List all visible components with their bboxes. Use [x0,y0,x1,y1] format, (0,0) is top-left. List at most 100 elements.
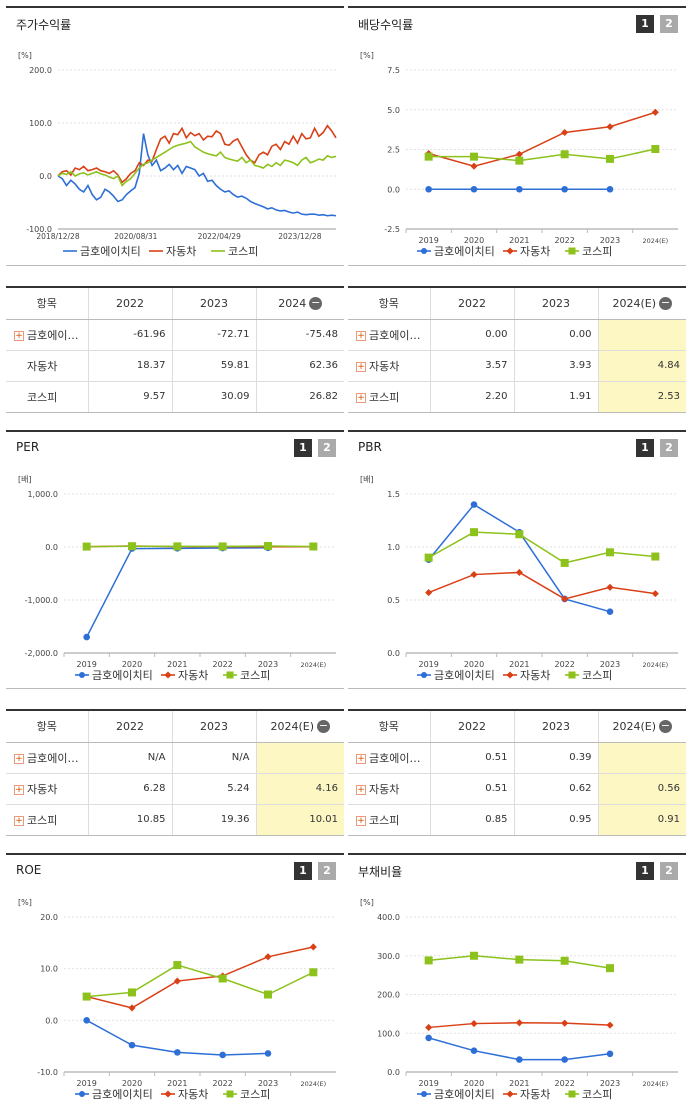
panel-returns: 주가수익률 [%] 200.0 100.0 0.0 -100.0 2018/12/28 20… [6,6,344,266]
collapse-icon[interactable]: − [659,719,673,733]
table-header-cell: 항목 [6,709,88,743]
table-row: + 자동차 3.57 3.93 4.84 [348,350,686,382]
legend-marker [568,671,576,679]
expand-icon[interactable]: + [356,753,366,764]
data-point [424,553,433,562]
y-tick-label: 20.0 [40,913,58,922]
data-point [470,571,478,579]
expand-icon[interactable]: + [356,392,366,403]
y-tick-label: 7.5 [387,66,400,75]
data-point [515,530,524,539]
table-cell: 10.85 [87,804,172,836]
tab-1[interactable]: 1 [294,439,312,457]
y-tick-label: 200.0 [29,66,52,75]
row-label[interactable]: + 금호에이… [6,742,88,774]
table-header-cell: 2023 [171,286,256,320]
data-point [606,185,614,193]
data-point [651,552,660,561]
data-point [606,1050,614,1058]
row-label[interactable]: + 자동차 [348,350,430,382]
data-point [470,1047,478,1054]
row-label[interactable]: + 금호에이… [348,742,430,774]
data-point [651,145,660,154]
tab-1[interactable]: 1 [636,15,654,33]
x-tick-label: 2021 [509,660,529,669]
legend-label: 자동차 [178,1088,208,1101]
table-row: + 자동차 6.28 5.24 4.16 [6,773,344,805]
y-tick-label: 0.0 [387,649,400,658]
y-unit-label: [%] [360,51,374,60]
table-cell: 59.81 [171,350,256,382]
y-tick-label: 200.0 [377,991,400,1000]
data-point [606,548,614,557]
y-tick-label: 0.5 [387,596,400,605]
expand-icon[interactable]: + [14,784,24,795]
tab-2[interactable]: 2 [660,862,678,880]
row-label[interactable]: + 금호에이… [348,319,430,351]
expand-icon[interactable]: + [14,753,24,764]
tab-2[interactable]: 2 [660,15,678,33]
expand-icon[interactable]: + [356,330,366,341]
legend-label: 금호에이치티 [80,245,141,258]
x-tick-label: 2023/12/28 [278,232,321,241]
table-cell: 1.91 [513,381,598,413]
data-point [516,1056,523,1063]
row-label[interactable]: + 자동차 [348,773,430,805]
row-label[interactable]: + 금호에이… [6,319,88,351]
collapse-icon[interactable]: − [317,719,331,733]
table-cell: -61.96 [87,319,172,351]
table-header-cell: 2022 [87,286,172,320]
data-point [425,185,432,193]
legend-label: 금호에이치티 [92,669,153,682]
table-cell: -72.71 [171,319,256,351]
legend-marker [421,1091,427,1097]
expand-icon[interactable]: + [356,784,366,795]
legend-marker [421,248,427,254]
row-label[interactable]: + 코스피 [348,381,430,413]
data-point [470,951,478,960]
expand-icon[interactable]: + [356,361,366,372]
table-cell: 0.00 [513,319,598,351]
legend-marker [506,247,514,255]
tab-1[interactable]: 1 [636,439,654,457]
collapse-icon[interactable]: − [659,296,673,310]
expand-icon[interactable]: + [356,815,366,826]
panel-title: PBR [358,440,382,454]
y-tick-label: 0.0 [45,1016,58,1025]
table-row: + 코스피 10.85 19.36 10.01 [6,804,344,836]
tab-2[interactable]: 2 [318,862,336,880]
series-line [428,571,656,600]
data-point [470,162,478,170]
table-header-cell: 항목 [348,286,430,320]
data-point [470,185,478,193]
x-tick-label: 2020 [464,1079,484,1088]
tab-2[interactable]: 2 [318,439,336,457]
table-cell: 0.51 [429,742,514,774]
returns-table: 항목 2022 2023 2024− + 금호에이… -61.96 -72.71 -75.48 자… [6,286,344,413]
y-tick-label: 2.5 [387,146,400,155]
legend-marker [79,1091,85,1097]
data-point [606,123,614,131]
data-point [606,583,614,591]
row-label[interactable]: + 코스피 [6,804,88,836]
data-point [309,542,318,551]
y-tick-label: 300.0 [377,952,400,961]
y-tick-label: -100.0 [26,225,52,234]
collapse-icon[interactable]: − [309,296,323,310]
row-label[interactable]: + 자동차 [6,773,88,805]
y-tick-label: 0.0 [387,185,400,194]
expand-icon[interactable]: + [14,815,24,826]
tab-1[interactable]: 1 [636,862,654,880]
table-header-cell: 2024(E) − [597,709,686,743]
per-table: 항목 2022 2023 2024(E) − + 금호에이… N/A N/A + 자동차 6.28 5.… [6,709,344,836]
table-cell: 0.39 [513,742,598,774]
legend-label: 코스피 [240,1088,270,1101]
tab-1[interactable]: 1 [294,862,312,880]
expand-icon[interactable]: + [14,330,24,341]
series-line [428,111,656,167]
row-label[interactable]: + 코스피 [348,804,430,836]
tab-2[interactable]: 2 [660,439,678,457]
x-tick-label: 2019 [418,236,438,245]
